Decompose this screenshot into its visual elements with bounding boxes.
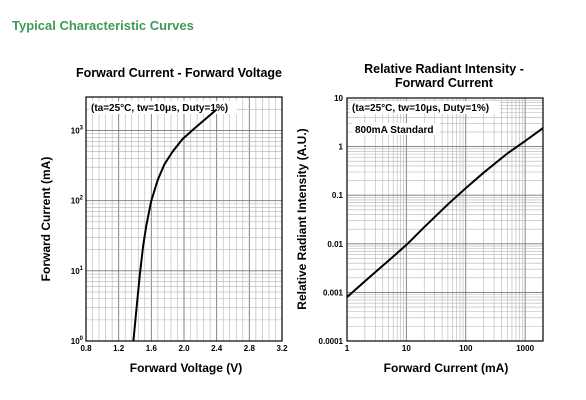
chart1-xtick-label: 2.8: [244, 344, 256, 353]
chart2-ylabel: Relative Radiant Intensity (A.U.): [295, 128, 309, 309]
chart2-frame: [346, 97, 544, 342]
chart1-ytick-label: 100: [71, 336, 84, 346]
chart1-xtick-label: 1.6: [146, 344, 158, 353]
chart2-title-line1: Relative Radiant Intensity -: [364, 62, 524, 76]
chart1-grid: [85, 96, 283, 342]
chart1-xtick-label: 2.0: [178, 344, 190, 353]
chart1-annotation: (ta=25°C, tw=10μs, Duty=1%): [91, 103, 228, 114]
chart1-xlabel: Forward Voltage (V): [130, 361, 242, 375]
forward-voltage-chart: Forward Current - Forward Voltage 0.8 1.2…: [39, 66, 288, 375]
chart2-xtick-label: 1: [345, 344, 350, 353]
chart2-ytick-label: 0.0001: [319, 337, 344, 346]
chart1-xtick-label: 0.8: [80, 344, 92, 353]
chart1-frame: [85, 96, 283, 342]
chart2-xtick-label: 1000: [516, 344, 534, 353]
chart1-title: Forward Current - Forward Voltage: [76, 66, 282, 80]
chart1-xtick-label: 2.4: [211, 344, 223, 353]
chart1-series-line: [132, 108, 218, 342]
radiant-intensity-chart: Relative Radiant Intensity - Forward Cur…: [295, 62, 544, 375]
chart2-standard-label: 800mA Standard: [355, 125, 434, 136]
chart2-ytick-label: 0.01: [327, 240, 343, 249]
chart2-ytick-label: 1: [339, 143, 344, 152]
chart2-title-line2: Forward Current: [395, 76, 494, 90]
chart2-xtick-label: 10: [402, 344, 411, 353]
chart2-ytick-label: 0.1: [332, 191, 344, 200]
chart1-ytick-label: 103: [71, 125, 84, 135]
chart2-ytick-label: 0.001: [323, 288, 344, 297]
chart1-xtick-label: 1.2: [113, 344, 125, 353]
chart1-annotation-bg: [89, 101, 237, 114]
chart1-ylabel: Forward Current (mA): [39, 157, 53, 282]
chart2-xtick-label: 100: [459, 344, 473, 353]
chart2-annotation-bg: [350, 101, 500, 114]
chart2-annotation: (ta=25°C, tw=10μs, Duty=1%): [352, 103, 489, 114]
chart2-standard-bg: [352, 123, 440, 135]
chart1-xtick-label: 3.2: [276, 344, 288, 353]
chart2-ticks: 1 10 100 1000 0.0001 0.001 0.01 0.1 1 10: [319, 94, 535, 353]
chart2-xlabel: Forward Current (mA): [384, 361, 509, 375]
chart2-ytick-label: 10: [334, 94, 343, 103]
chart1-ytick-label: 101: [71, 266, 84, 276]
chart1-ticks: 0.8 1.2 1.6 2.0 2.4 2.8 3.2 100 101 102 103: [71, 125, 288, 353]
section-title: Typical Characteristic Curves: [12, 18, 194, 33]
chart1-ytick-label: 102: [71, 196, 84, 206]
chart2-series-line: [346, 127, 544, 298]
